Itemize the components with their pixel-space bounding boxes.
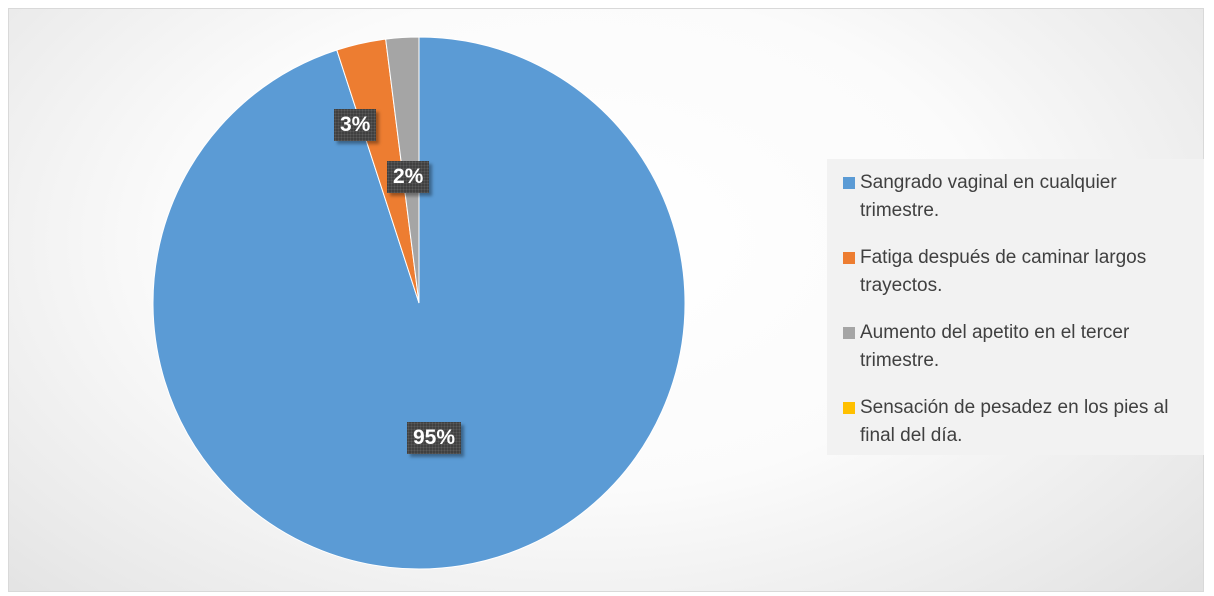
legend-item-aumento: Aumento del apetito en el tercer trimest… [843,319,1193,375]
legend-swatch-gray [843,327,855,339]
legend-swatch-orange [843,252,855,264]
data-label-aumento: 2% [387,161,430,193]
data-label-sangrado: 95% [407,422,462,454]
legend-label: Fatiga después de caminar largos trayect… [860,247,1147,296]
legend-swatch-blue [843,177,855,189]
legend-swatch-yellow [843,402,855,414]
legend-item-sangrado: Sangrado vaginal en cualquier trimestre. [843,169,1193,225]
legend-label: Sensación de pesadez en los pies al fina… [860,397,1169,446]
chart-area: 95% 3% 2% Sangrado vaginal en cualquier … [8,8,1204,592]
legend-item-sensacion: Sensación de pesadez en los pies al fina… [843,394,1193,450]
legend-label: Aumento del apetito en el tercer trimest… [860,322,1130,371]
legend-label: Sangrado vaginal en cualquier trimestre. [860,172,1117,221]
data-label-fatiga: 3% [334,109,377,141]
pie-chart [152,36,686,570]
legend-item-fatiga: Fatiga después de caminar largos trayect… [843,244,1193,300]
legend: Sangrado vaginal en cualquier trimestre.… [827,159,1204,455]
